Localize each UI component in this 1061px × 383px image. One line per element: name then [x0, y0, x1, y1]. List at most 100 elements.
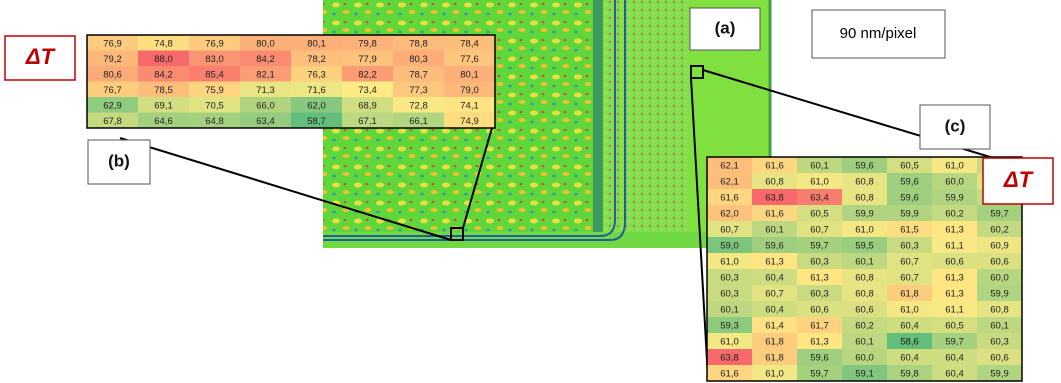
cell-bg [240, 112, 291, 128]
cell-bg [977, 221, 1022, 237]
cell: 63,8 [720, 353, 739, 364]
cell: 60,5 [900, 161, 919, 172]
cell-bg [887, 205, 932, 221]
cell-bg [752, 365, 797, 381]
cell-bg [707, 157, 752, 173]
cell: 63,8 [765, 193, 784, 204]
cell: 61,0 [720, 337, 739, 348]
cell: 59,6 [855, 161, 874, 172]
cell: 61,6 [720, 369, 739, 380]
cell: 61,3 [945, 225, 964, 236]
cell-bg [887, 253, 932, 269]
label-box [982, 157, 1054, 205]
image-trace [323, 0, 626, 241]
cell: 76,9 [205, 38, 224, 49]
cell-bg [842, 189, 887, 205]
cell-bg [887, 301, 932, 317]
cell-bg [887, 349, 932, 365]
cell: 74,8 [154, 38, 173, 49]
cell: 66,0 [256, 100, 275, 111]
panel-label: (c) [945, 116, 966, 135]
cell-bg [342, 66, 393, 82]
connector [119, 137, 452, 241]
cell-bg [752, 269, 797, 285]
cell-bg [842, 365, 887, 381]
cell: 60,7 [810, 225, 829, 236]
cell-bg [887, 317, 932, 333]
cell-bg [932, 253, 977, 269]
cell: 60,3 [810, 289, 829, 300]
cell: 77,6 [460, 54, 479, 65]
cell-bg [797, 317, 842, 333]
cell-bg [797, 205, 842, 221]
cell: 61,3 [810, 337, 829, 348]
cell: 84,2 [154, 69, 173, 80]
cell: 61,6 [765, 161, 784, 172]
panel-label: (b) [108, 151, 130, 170]
image-region [603, 0, 688, 232]
cell-bg [932, 301, 977, 317]
cell: 59,6 [765, 241, 784, 252]
cell: 60,7 [765, 289, 784, 300]
cell-bg [240, 35, 291, 51]
cell: 76,3 [307, 69, 326, 80]
cell: 60,3 [720, 273, 739, 284]
table-border [706, 156, 1023, 382]
cell-bg [842, 333, 887, 349]
cell-bg [291, 112, 342, 128]
delta-t-label: ΔT [25, 44, 56, 69]
cell-bg [887, 157, 932, 173]
cell-bg [842, 349, 887, 365]
cell-bg [887, 269, 932, 285]
cell: 61,1 [945, 241, 964, 252]
cell: 60,9 [990, 241, 1009, 252]
cell: 74,9 [460, 116, 479, 127]
cell: 60,6 [945, 257, 964, 268]
cell: 61,0 [810, 177, 829, 188]
cell-bg [842, 301, 887, 317]
cell-bg [444, 35, 495, 51]
cell-bg [752, 173, 797, 189]
cell-bg [752, 285, 797, 301]
cell: 61,3 [765, 257, 784, 268]
cell: 66,1 [409, 116, 428, 127]
cell: 61,7 [810, 321, 829, 332]
cell-bg [444, 97, 495, 113]
cell-bg [932, 365, 977, 381]
cell: 60,2 [945, 209, 964, 220]
cell: 59,0 [720, 241, 739, 252]
cell: 60,1 [810, 161, 829, 172]
cell: 60,3 [810, 257, 829, 268]
cell: 60,4 [765, 305, 784, 316]
cell-bg [752, 157, 797, 173]
cell: 64,8 [205, 116, 224, 127]
cell-bg [977, 317, 1022, 333]
cell-bg [797, 253, 842, 269]
cell-bg [797, 365, 842, 381]
cell-bg [752, 189, 797, 205]
label-box [811, 9, 946, 59]
cell: 60,0 [855, 353, 874, 364]
cell: 80,3 [409, 54, 428, 65]
cell-bg [189, 66, 240, 82]
cell-bg [707, 205, 752, 221]
cell: 60,7 [900, 273, 919, 284]
cell-bg [707, 269, 752, 285]
cell: 80,6 [103, 69, 122, 80]
cell: 60,8 [765, 177, 784, 188]
cell: 68,9 [358, 100, 377, 111]
table-b: 76,9 74,8 76,9 80,0 80,1 79,8 78,8 78,4 79,2 88,0… [86, 34, 496, 129]
cell-bg [842, 173, 887, 189]
cell-bg [752, 237, 797, 253]
cell-bg [138, 66, 189, 82]
cell-bg [444, 50, 495, 66]
cell: 59,9 [855, 209, 874, 220]
cell: 79,0 [460, 85, 479, 96]
cell: 60,5 [810, 209, 829, 220]
cell-bg [977, 269, 1022, 285]
cell-bg [707, 253, 752, 269]
cell: 60,6 [990, 257, 1009, 268]
cell: 67,8 [103, 116, 122, 127]
cell: 59,6 [900, 193, 919, 204]
cell-bg [752, 205, 797, 221]
